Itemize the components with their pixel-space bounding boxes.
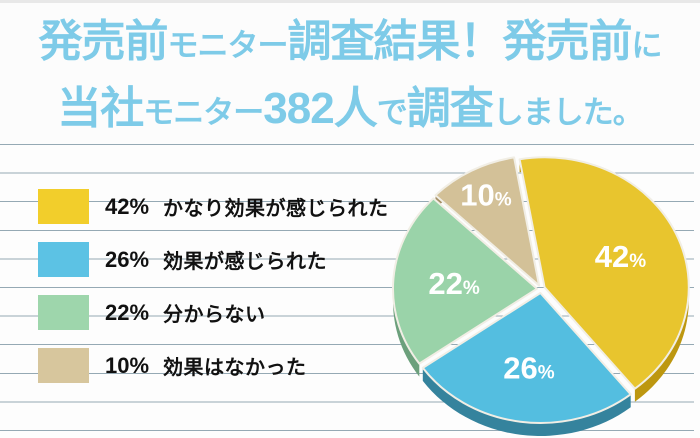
title-segment: で <box>376 95 408 130</box>
pie-slice <box>421 292 632 424</box>
pie-label: 26% <box>503 351 554 386</box>
title-segment: モニター <box>143 95 264 130</box>
title-segment: しました。 <box>492 95 644 130</box>
title-segment: モニター <box>167 28 289 63</box>
title-line-2: 当社モニター382人で調査しました。 <box>0 80 700 147</box>
pie-label: 42% <box>595 239 646 274</box>
title-segment: 382人 <box>263 84 377 133</box>
pie-slice <box>518 156 690 390</box>
legend-item: 10% 効果はなかった <box>38 348 389 383</box>
title-segment: 発売前 <box>38 17 169 66</box>
legend-label: かなり効果が感じられた <box>163 198 389 220</box>
legend-swatch <box>38 242 89 277</box>
title-segment: 当社 <box>57 84 144 133</box>
title-segment: 調査結果！発売前 <box>287 17 633 66</box>
legend-swatch <box>38 189 89 224</box>
pie-label: 22% <box>428 266 479 301</box>
pie-slice <box>391 197 538 365</box>
pie-slice <box>434 156 541 287</box>
legend-label: 効果はなかった <box>163 357 307 379</box>
legend-swatch <box>38 295 89 330</box>
title-line-1: 発売前モニター調査結果！発売前に <box>0 13 700 80</box>
pie-label: 10% <box>460 178 511 213</box>
legend-item: 26% 効果が感じられた <box>38 242 389 277</box>
legend: 42% かなり効果が感じられた 26% 効果が感じられた 22% 分からない 10% 効果はな… <box>38 189 389 401</box>
title-segment: に <box>631 28 663 63</box>
legend-percent: 22% <box>105 299 150 325</box>
header: 発売前モニター調査結果！発売前に 当社モニター382人で調査しました。 <box>0 0 700 144</box>
legend-swatch <box>38 348 89 383</box>
title-segment: 調査 <box>406 84 494 133</box>
legend-percent: 10% <box>105 352 150 378</box>
legend-percent: 42% <box>105 193 150 219</box>
legend-label: 効果が感じられた <box>163 251 327 273</box>
legend-item: 22% 分からない <box>38 295 389 330</box>
legend-percent: 26% <box>105 246 150 272</box>
legend-item: 42% かなり効果が感じられた <box>38 189 389 224</box>
legend-label: 分からない <box>163 304 266 326</box>
